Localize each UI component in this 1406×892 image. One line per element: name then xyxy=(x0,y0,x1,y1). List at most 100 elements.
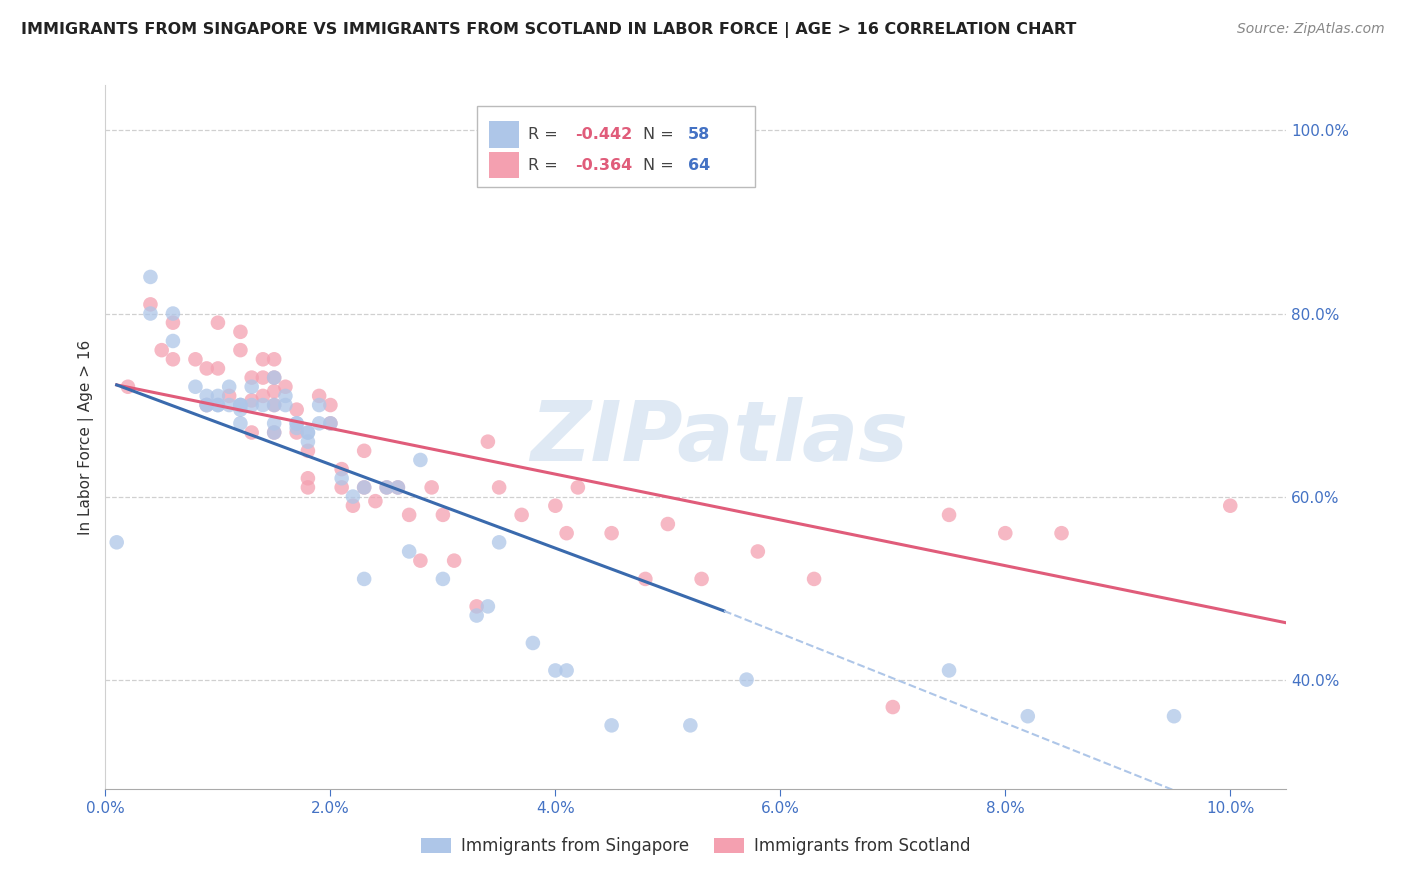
Point xyxy=(252,398,274,412)
Point xyxy=(488,535,510,549)
Point xyxy=(285,417,308,431)
Point xyxy=(477,599,499,614)
Point xyxy=(319,417,342,431)
Legend: Immigrants from Singapore, Immigrants from Scotland: Immigrants from Singapore, Immigrants fr… xyxy=(415,830,977,863)
Point xyxy=(207,361,229,376)
Point xyxy=(207,398,229,412)
Point xyxy=(319,417,342,431)
Point xyxy=(994,526,1017,541)
Point xyxy=(387,480,409,494)
Point xyxy=(240,380,263,394)
Point xyxy=(263,398,285,412)
Point xyxy=(229,398,252,412)
Point xyxy=(1163,709,1185,723)
Point xyxy=(544,499,567,513)
Point xyxy=(398,544,420,558)
Point xyxy=(105,535,128,549)
Point xyxy=(330,480,353,494)
Point xyxy=(803,572,825,586)
Point xyxy=(263,352,285,367)
Point xyxy=(634,572,657,586)
Point xyxy=(375,480,398,494)
Point xyxy=(443,554,465,568)
Point xyxy=(353,572,375,586)
Point xyxy=(274,389,297,403)
Point xyxy=(465,599,488,614)
Point xyxy=(218,398,240,412)
Point xyxy=(353,480,375,494)
Point xyxy=(162,316,184,330)
Point xyxy=(139,306,162,320)
Point xyxy=(297,471,319,485)
Point xyxy=(342,499,364,513)
Point xyxy=(229,343,252,358)
FancyBboxPatch shape xyxy=(478,106,755,187)
Text: -0.442: -0.442 xyxy=(575,128,633,142)
Point xyxy=(184,352,207,367)
Point xyxy=(353,443,375,458)
Point xyxy=(600,718,623,732)
Point xyxy=(195,398,218,412)
Point xyxy=(229,398,252,412)
Point xyxy=(240,425,263,440)
Point xyxy=(285,421,308,435)
Point xyxy=(207,316,229,330)
Point xyxy=(522,636,544,650)
Point xyxy=(263,398,285,412)
Point xyxy=(162,306,184,320)
Point xyxy=(308,417,330,431)
Point xyxy=(274,380,297,394)
Point xyxy=(285,417,308,431)
Point xyxy=(207,398,229,412)
Point xyxy=(297,425,319,440)
Point xyxy=(882,700,904,714)
Point xyxy=(330,471,353,485)
Point xyxy=(600,526,623,541)
Point xyxy=(263,425,285,440)
Point xyxy=(285,425,308,440)
Point xyxy=(150,343,173,358)
Y-axis label: In Labor Force | Age > 16: In Labor Force | Age > 16 xyxy=(79,340,94,534)
Point xyxy=(195,361,218,376)
Point xyxy=(555,526,578,541)
Point xyxy=(409,453,432,467)
Point xyxy=(297,434,319,449)
Point xyxy=(297,480,319,494)
Text: ZIPatlas: ZIPatlas xyxy=(530,397,908,477)
Point xyxy=(263,425,285,440)
Point xyxy=(162,352,184,367)
Point xyxy=(938,664,960,678)
Point xyxy=(747,544,769,558)
Point xyxy=(240,393,263,408)
Point xyxy=(488,480,510,494)
Point xyxy=(263,417,285,431)
Point xyxy=(938,508,960,522)
Text: 58: 58 xyxy=(688,128,710,142)
Text: IMMIGRANTS FROM SINGAPORE VS IMMIGRANTS FROM SCOTLAND IN LABOR FORCE | AGE > 16 : IMMIGRANTS FROM SINGAPORE VS IMMIGRANTS … xyxy=(21,22,1077,38)
Point xyxy=(555,664,578,678)
Point xyxy=(263,370,285,384)
Point xyxy=(657,516,679,531)
Point xyxy=(735,673,758,687)
Text: N =: N = xyxy=(643,128,679,142)
Point xyxy=(409,554,432,568)
Point xyxy=(297,425,319,440)
Point xyxy=(195,389,218,403)
Point xyxy=(195,398,218,412)
Point xyxy=(567,480,589,494)
Point xyxy=(117,380,139,394)
Point xyxy=(297,443,319,458)
Text: Source: ZipAtlas.com: Source: ZipAtlas.com xyxy=(1237,22,1385,37)
Point xyxy=(285,402,308,417)
Point xyxy=(252,370,274,384)
Point xyxy=(364,494,387,508)
Point xyxy=(218,380,240,394)
Point xyxy=(252,352,274,367)
Point xyxy=(342,490,364,504)
Text: 64: 64 xyxy=(688,158,710,172)
Point xyxy=(1050,526,1073,541)
Point xyxy=(218,389,240,403)
Point xyxy=(240,370,263,384)
Point xyxy=(465,608,488,623)
Point xyxy=(432,508,454,522)
